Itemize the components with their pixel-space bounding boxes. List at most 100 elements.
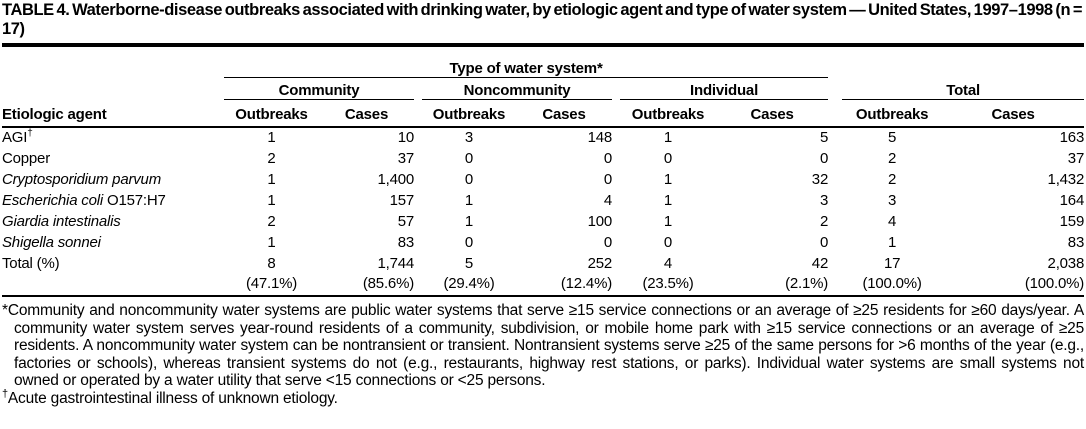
title-rule [2, 43, 1084, 47]
cell-outbreaks: 0 [464, 171, 474, 188]
table-row: Shigella sonnei 1 83 0 0 0 0 1 83 [2, 232, 1084, 253]
cell-outbreaks: 1 [267, 192, 276, 209]
cell-outbreaks: 1 [663, 171, 673, 188]
footnote-agi: †Acute gastrointestinal illness of unkno… [2, 387, 338, 407]
footnote-water-systems: *Community and noncommunity water system… [2, 302, 1084, 389]
spacer [612, 99, 620, 128]
cell-cases: 3 [819, 192, 829, 209]
outbreaks-table: Type of water system* Community Noncommu… [2, 49, 1084, 297]
cell-cases: 42 [811, 255, 829, 272]
colgroup-individual: Individual [620, 77, 829, 100]
cell-cases: 1,744 [377, 255, 414, 272]
cell-cases: 159 [1059, 213, 1085, 230]
column-header-outbreaks: Outbreaks [224, 99, 319, 128]
cell-cases: 2,038 [1047, 255, 1085, 272]
cell-outbreaks: 1 [888, 234, 897, 251]
column-header-cases: Cases [716, 99, 829, 128]
spacer [414, 77, 422, 99]
cell-cases: 0 [819, 234, 829, 251]
cell-cases: 252 [587, 255, 613, 272]
cell-percent: (2.1%) [716, 274, 828, 297]
cell-cases: 0 [603, 234, 612, 251]
cell-outbreaks: 2 [267, 150, 276, 167]
column-header-cases: Cases [516, 99, 612, 128]
cell-cases: 163 [1059, 129, 1085, 146]
row-label-total: Total (%) [2, 255, 60, 272]
cell-cases: 37 [397, 150, 414, 167]
cell-outbreaks: 1 [663, 192, 673, 209]
cell-cases: 4 [603, 192, 612, 209]
cell-outbreaks: 1 [464, 192, 474, 209]
row-label: Copper [2, 150, 50, 167]
cell-outbreaks: 4 [663, 255, 673, 272]
total-row: Total (%) 8 1,744 5 252 4 42 17 2,038 [2, 253, 1084, 274]
cell-outbreaks: 2 [267, 213, 276, 230]
header-row-subcolumns: Etiologic agent Outbreaks Cases Outbreak… [2, 99, 1085, 128]
row-label: AGI† [2, 128, 33, 147]
cell-outbreaks: 0 [663, 234, 673, 251]
footnote-marker: * [2, 302, 8, 319]
cell-outbreaks: 0 [663, 150, 673, 167]
column-header-cases: Cases [319, 99, 414, 128]
cell-outbreaks: 8 [267, 255, 276, 272]
cell-outbreaks: 1 [663, 129, 673, 146]
cell-cases: 83 [1067, 234, 1085, 251]
row-label: Shigella sonnei [2, 234, 101, 251]
cell-percent: (100.0%) [942, 274, 1084, 297]
cell-outbreaks: 0 [464, 150, 474, 167]
cell-outbreaks: 2 [888, 171, 897, 188]
cell-cases: 10 [397, 129, 414, 146]
footnotes: *Community and noncommunity water system… [2, 297, 1084, 407]
spacer [612, 77, 620, 99]
colgroup-total: Total [842, 77, 1085, 100]
percentage-row: (47.1%) (85.6%) (29.4%) (12.4%) (23.5%) … [2, 274, 1084, 297]
row-label: Escherichia coli O157:H7 [2, 192, 166, 209]
cell-cases: 0 [603, 171, 612, 188]
cell-cases: 0 [603, 150, 612, 167]
cell-percent: (23.5%) [620, 274, 716, 297]
cell-outbreaks: 3 [464, 129, 474, 146]
cell-cases: 164 [1059, 192, 1085, 209]
cell-outbreaks: 5 [464, 255, 474, 272]
row-label: Giardia intestinalis [2, 213, 121, 230]
spacer [828, 99, 843, 128]
cell-percent: (12.4%) [516, 274, 612, 297]
cell-cases: 37 [1067, 150, 1085, 167]
cell-outbreaks: 1 [267, 171, 276, 188]
table-row: Copper 2 37 0 0 0 0 2 37 [2, 148, 1084, 169]
cell-cases: 83 [397, 234, 414, 251]
spacer [828, 77, 842, 99]
cell-percent: (47.1%) [224, 274, 319, 297]
table-row: Escherichia coli O157:H7 1 157 1 4 1 3 3… [2, 190, 1084, 211]
cell-cases: 1,432 [1047, 171, 1085, 188]
footnote-marker: † [2, 387, 8, 400]
column-header-outbreaks: Outbreaks [842, 99, 943, 128]
cell-outbreaks: 4 [888, 213, 897, 230]
cell-cases: 148 [587, 129, 613, 146]
header-row-colgroups: Community Noncommunity Individual Total [2, 77, 1085, 100]
header-row-group: Type of water system* [2, 49, 1084, 78]
cell-outbreaks: 5 [888, 129, 897, 146]
cell-outbreaks: 2 [888, 150, 897, 167]
cell-cases: 2 [819, 213, 829, 230]
row-label: Cryptosporidium parvum [2, 171, 161, 188]
column-header-outbreaks: Outbreaks [422, 99, 516, 128]
spacer [828, 49, 842, 77]
cell-outbreaks: 3 [888, 192, 897, 209]
table-row: AGI† 1 10 3 148 1 5 5 163 [2, 127, 1084, 148]
cell-outbreaks: 1 [267, 234, 276, 251]
cell-cases: 1,400 [377, 171, 414, 188]
column-header-etiologic-agent: Etiologic agent [2, 99, 224, 128]
cell-cases: 0 [819, 150, 829, 167]
colgroup-noncommunity: Noncommunity [422, 77, 612, 100]
cell-percent: (29.4%) [422, 274, 516, 297]
table-row: Cryptosporidium parvum 1 1,400 0 0 1 32 … [2, 169, 1084, 190]
group-header-type-of-water-system: Type of water system* [224, 49, 829, 78]
cell-outbreaks: 1 [267, 129, 276, 146]
cell-percent: (100.0%) [842, 274, 943, 297]
cell-percent: (85.6%) [319, 274, 414, 297]
table-title: TABLE 4. Waterborne-disease outbreaks as… [2, 1, 1083, 38]
colgroup-community: Community [224, 77, 414, 100]
spacer [414, 99, 422, 128]
cell-cases: 157 [389, 192, 415, 209]
